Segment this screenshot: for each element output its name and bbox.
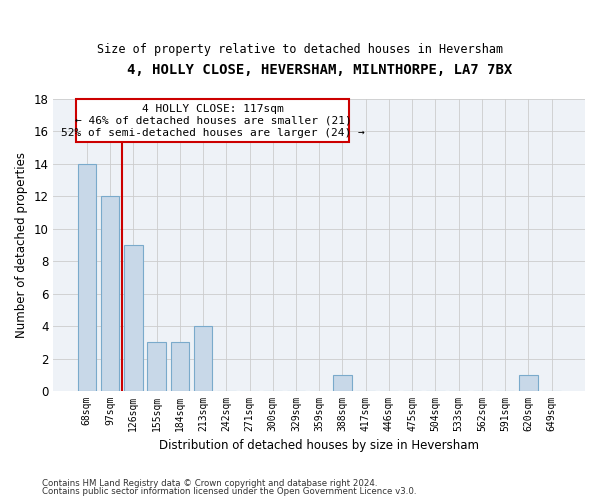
Bar xyxy=(333,375,352,391)
Bar xyxy=(170,342,189,391)
Bar xyxy=(147,342,166,391)
Text: 52% of semi-detached houses are larger (24) →: 52% of semi-detached houses are larger (… xyxy=(61,128,365,138)
Title: 4, HOLLY CLOSE, HEVERSHAM, MILNTHORPE, LA7 7BX: 4, HOLLY CLOSE, HEVERSHAM, MILNTHORPE, L… xyxy=(127,62,512,76)
FancyBboxPatch shape xyxy=(76,100,349,142)
Bar xyxy=(519,375,538,391)
Text: 4 HOLLY CLOSE: 117sqm: 4 HOLLY CLOSE: 117sqm xyxy=(142,104,284,114)
X-axis label: Distribution of detached houses by size in Heversham: Distribution of detached houses by size … xyxy=(159,440,479,452)
Bar xyxy=(77,164,96,391)
Text: ← 46% of detached houses are smaller (21): ← 46% of detached houses are smaller (21… xyxy=(74,116,351,126)
Text: Contains public sector information licensed under the Open Government Licence v3: Contains public sector information licen… xyxy=(42,487,416,496)
Y-axis label: Number of detached properties: Number of detached properties xyxy=(15,152,28,338)
Bar xyxy=(101,196,119,391)
Text: Size of property relative to detached houses in Heversham: Size of property relative to detached ho… xyxy=(97,42,503,56)
Text: Contains HM Land Registry data © Crown copyright and database right 2024.: Contains HM Land Registry data © Crown c… xyxy=(42,478,377,488)
Bar xyxy=(124,245,143,391)
Bar xyxy=(194,326,212,391)
